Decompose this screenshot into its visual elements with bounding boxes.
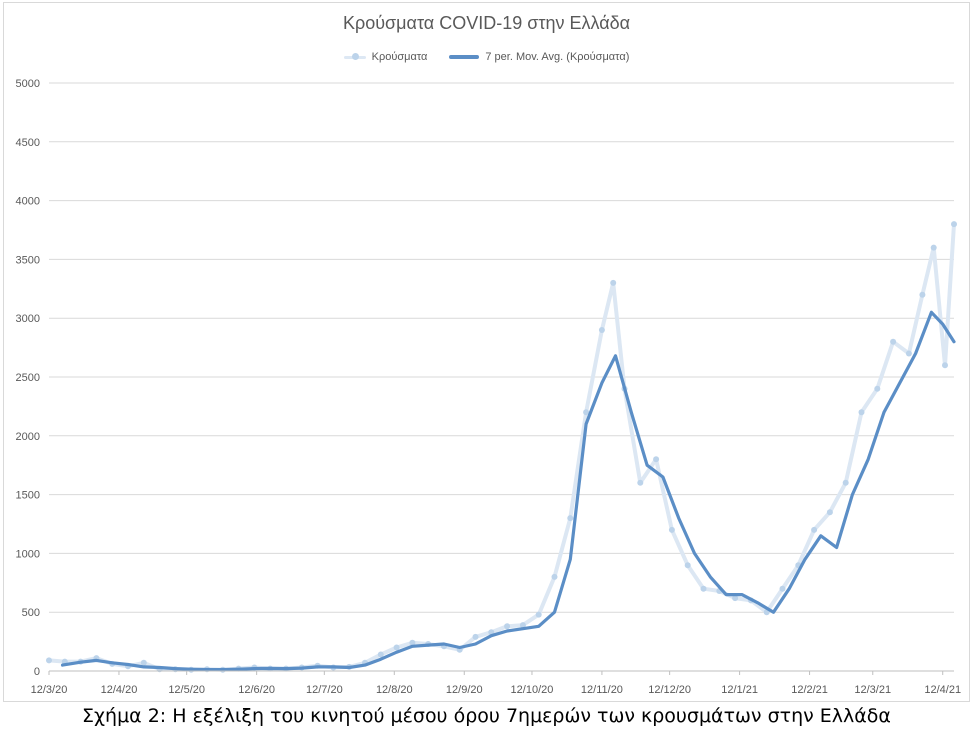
data-point-cases [504, 623, 511, 630]
x-tick-label: 12/2/21 [791, 684, 828, 696]
x-tick-label: 12/9/20 [446, 684, 483, 696]
x-tick-label: 12/10/20 [511, 684, 554, 696]
series-line-cases [47, 222, 956, 672]
y-tick-label: 500 [22, 607, 40, 619]
x-tick-label: 12/8/20 [376, 684, 413, 696]
data-point-cases [409, 639, 416, 646]
data-point-cases [377, 651, 384, 658]
x-tick-label: 12/4/21 [924, 684, 961, 696]
data-point-cases [583, 409, 590, 416]
data-point-cases [598, 327, 605, 333]
data-point-cases [472, 633, 479, 640]
x-tick-label: 12/3/21 [854, 684, 891, 696]
x-tick-label: 12/1/21 [721, 684, 758, 696]
data-point-cases [519, 622, 526, 629]
data-point-cases [610, 279, 617, 286]
x-tick-label: 12/5/20 [168, 684, 205, 696]
y-tick-label: 2000 [16, 431, 40, 443]
data-point-cases [842, 479, 849, 486]
y-tick-label: 3000 [16, 313, 40, 325]
data-point-cases [930, 244, 937, 251]
data-point-cases [919, 291, 926, 298]
y-tick-label: 3500 [16, 254, 40, 266]
y-tick-label: 4500 [16, 137, 40, 149]
data-point-cases [46, 657, 52, 664]
legend: Κρούσματα 7 per. Mov. Avg. (Κρούσματα) [4, 51, 969, 63]
data-point-cases [668, 526, 675, 533]
chart-title: Κρούσματα COVID-19 στην Ελλάδα [342, 13, 631, 33]
data-point-cases [890, 338, 897, 345]
data-point-cases [140, 659, 147, 666]
legend-label-cases: Κρούσματα [371, 51, 428, 63]
y-tick-label: 2500 [16, 372, 40, 384]
data-point-cases [637, 479, 644, 486]
data-point-cases [779, 585, 786, 592]
data-point-cases [732, 595, 739, 602]
y-tick-label: 4000 [16, 196, 40, 208]
x-tick-label: 12/3/20 [31, 684, 68, 696]
data-point-cases [393, 644, 400, 651]
series-line-moving-average [60, 310, 956, 672]
data-point-cases [551, 573, 558, 580]
y-tick-label: 5000 [16, 78, 40, 90]
legend-item-moving-average: 7 per. Mov. Avg. (Κρούσματα) [449, 51, 629, 63]
legend-label-moving-average: 7 per. Mov. Avg. (Κρούσματα) [485, 51, 630, 63]
y-tick-label: 0 [34, 666, 40, 678]
chart-frame: Κρούσματα COVID-19 στην Ελλάδα Κρούσματα… [3, 2, 970, 702]
data-point-cases [858, 409, 865, 416]
data-point-cases [951, 221, 957, 228]
data-point-cases [567, 515, 574, 522]
data-point-cases [535, 611, 542, 618]
data-point-cases [684, 562, 691, 569]
data-point-cases [905, 350, 912, 357]
x-tick-label: 12/7/20 [306, 684, 343, 696]
y-tick-label: 1500 [16, 490, 40, 502]
data-point-cases [700, 585, 707, 592]
y-tick-label: 1000 [16, 548, 40, 560]
data-point-cases [826, 509, 833, 516]
data-point-cases [653, 456, 660, 463]
figure-caption: Σχήμα 2: Η εξέλιξη του κινητού μέσου όρο… [82, 705, 891, 727]
legend-swatch-cases [343, 52, 366, 62]
data-point-cases [942, 362, 948, 369]
data-point-cases [811, 526, 818, 533]
legend-item-cases: Κρούσματα [343, 51, 428, 63]
x-tick-label: 12/6/20 [238, 684, 275, 696]
legend-swatch-moving-average [449, 55, 480, 59]
x-tick-label: 12/11/20 [581, 684, 623, 696]
chart-plot: 0 500 1000 1500 2000 2500 3000 3500 4000 4500 5000… [16, 78, 962, 696]
x-tick-label: 12/4/20 [101, 684, 138, 696]
data-point-cases [874, 385, 881, 392]
x-tick-label: 12/12/20 [648, 684, 691, 696]
